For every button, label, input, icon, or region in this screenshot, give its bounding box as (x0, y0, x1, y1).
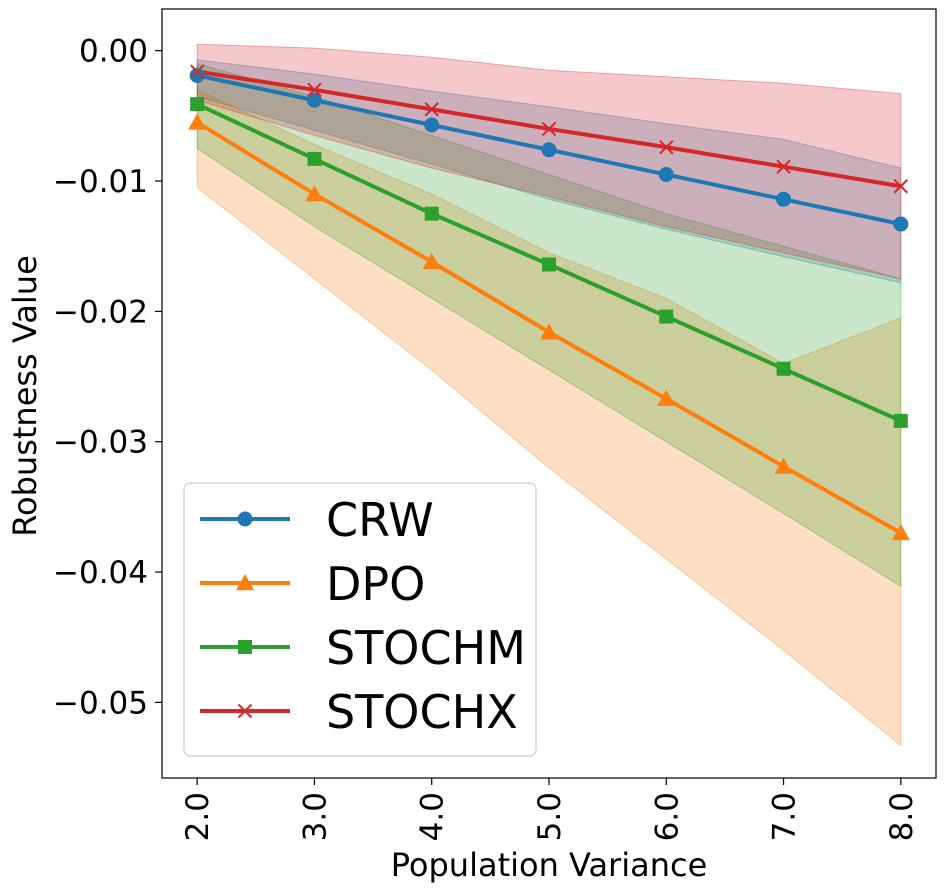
band-dpo (196, 89, 902, 747)
point-stochx (307, 82, 322, 98)
point-crw (424, 117, 440, 133)
legend-marker (237, 703, 253, 719)
point-stochx (189, 64, 205, 79)
band-stochx (196, 43, 902, 280)
x-tick-label: 7.0 (767, 792, 803, 841)
point-stochx (541, 121, 557, 137)
point-crw (893, 216, 909, 232)
legend-marker (238, 640, 252, 654)
point-crw (776, 191, 792, 207)
x-tick-label: 6.0 (649, 792, 685, 841)
point-dpo (774, 457, 793, 474)
legend: CRW DPO STOCHM STOCHX (183, 482, 537, 757)
point-crw (658, 167, 674, 183)
band-crw (196, 59, 902, 284)
y-axis-label: Robustness Value (6, 255, 44, 537)
point-stochm (776, 361, 791, 376)
confidence-bands (196, 43, 902, 747)
x-axis-label: Population Variance (391, 846, 708, 884)
y-tick-label: −0.01 (53, 164, 148, 200)
legend-label: DPO (326, 557, 425, 611)
y-tick-label: −0.04 (53, 555, 148, 591)
point-stochm (424, 206, 439, 221)
point-crw (189, 67, 205, 83)
point-dpo (305, 185, 324, 202)
x-tick-label: 4.0 (415, 792, 451, 841)
point-dpo (891, 523, 910, 541)
y-tick-label: 0.00 (79, 34, 148, 70)
y-tick-label: −0.03 (53, 425, 148, 461)
point-stochx (424, 102, 439, 117)
x-axis: 2.0 3.0 4.0 5.0 6.0 7.0 8.0 (180, 778, 920, 841)
legend-marker (237, 511, 253, 527)
y-tick-label: −0.02 (53, 294, 148, 330)
point-stochm (659, 309, 674, 324)
legend-label: STOCHM (326, 621, 526, 675)
point-dpo (188, 113, 207, 130)
point-stochm (307, 151, 322, 166)
x-tick-label: 5.0 (532, 792, 568, 841)
point-stochm (542, 257, 556, 272)
y-tick-label: −0.05 (53, 685, 148, 721)
y-axis: 0.00 −0.01 −0.02 −0.03 −0.04 −0.05 (53, 34, 162, 721)
point-stochm (893, 413, 908, 428)
point-stochx (893, 179, 909, 194)
point-dpo (540, 323, 558, 340)
legend-box (183, 482, 537, 757)
point-dpo (657, 389, 676, 406)
point-stochx (776, 159, 791, 174)
x-tick-label: 3.0 (297, 792, 333, 841)
legend-marker (236, 574, 254, 591)
point-dpo (422, 252, 441, 270)
point-crw (306, 92, 322, 108)
legend-label: STOCHX (326, 685, 518, 739)
point-stochm (190, 97, 205, 112)
point-stochx (659, 139, 674, 155)
point-crw (541, 142, 557, 158)
x-tick-label: 2.0 (180, 792, 216, 841)
x-tick-label: 8.0 (884, 792, 920, 841)
series-markers (188, 64, 910, 541)
legend-label: CRW (326, 493, 434, 547)
